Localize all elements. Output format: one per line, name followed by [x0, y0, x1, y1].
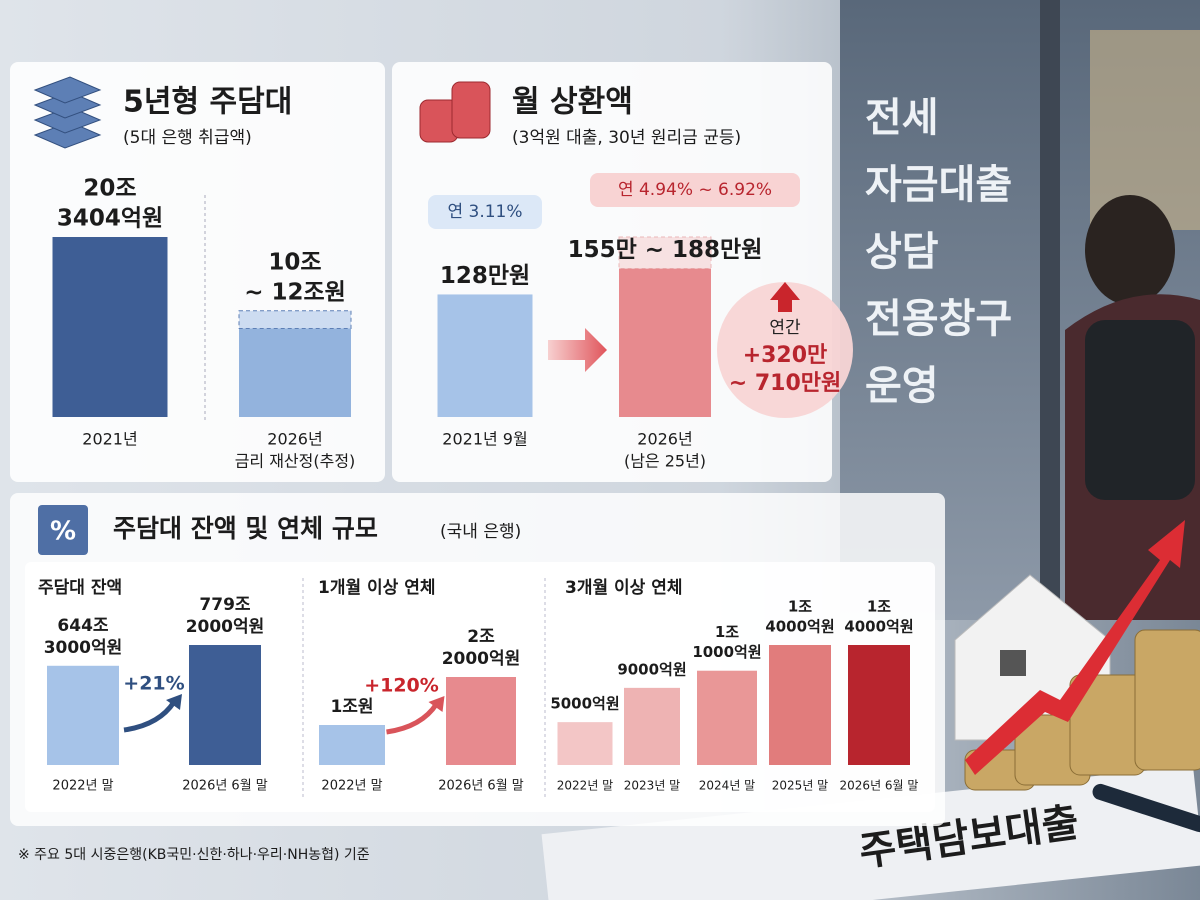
value-label: 1조	[788, 598, 812, 616]
x-tick-label: 금리 재산정(추정)	[235, 452, 356, 471]
backpack	[1085, 320, 1195, 500]
side-text: 전용창구	[865, 296, 1012, 342]
interior-light	[1090, 30, 1200, 230]
value-label: 20조	[83, 176, 136, 202]
x-tick-label: 2026년	[267, 430, 322, 449]
x-tick-label: 2026년	[637, 430, 692, 449]
value-label: 155만 ~ 188만원	[568, 237, 763, 263]
bar	[52, 237, 168, 417]
bar	[624, 687, 680, 765]
footnote: ※ 주요 5대 시중은행(KB국민·신한·하나·우리·NH농협) 기준	[18, 847, 370, 863]
percent-icon	[38, 505, 88, 555]
x-tick-label: 2024년 말	[699, 779, 755, 793]
change-label: +21%	[123, 673, 184, 695]
pen	[1092, 783, 1200, 833]
change-arrow	[386, 702, 439, 735]
value-label: 2조	[467, 627, 495, 647]
annotation: ~ 710만원	[729, 371, 842, 396]
chart-subtitle: (3억원 대출, 30년 원리금 균등)	[512, 128, 741, 148]
estimate-range	[618, 236, 712, 270]
change-arrow-head	[428, 696, 445, 712]
value-label: ~ 12조원	[244, 279, 346, 305]
chart-subtitle: (5대 은행 취급액)	[123, 128, 252, 148]
person-head	[1085, 195, 1175, 305]
value-label: 5000억원	[550, 695, 619, 713]
value-label: 1조	[715, 623, 739, 641]
x-tick-label: 2022년 말	[52, 779, 113, 794]
x-tick-label: 2023년 말	[624, 779, 680, 793]
section-title: 주담대 잔액 및 연체 규모	[113, 514, 378, 543]
change-label: +120%	[364, 675, 439, 697]
annotation: 연간	[769, 318, 801, 338]
x-tick-label: 2025년 말	[772, 779, 828, 793]
x-tick-label: 2021년 9월	[442, 430, 527, 449]
change-arrow	[123, 700, 177, 733]
value-label: 2000억원	[442, 649, 521, 669]
bar	[557, 722, 613, 765]
up-arrow	[770, 282, 800, 312]
estimate-range	[238, 310, 352, 330]
chart-title: 1개월 이상 연체	[318, 578, 436, 598]
section-subtitle: (국내 은행)	[440, 522, 521, 542]
bar	[47, 665, 119, 765]
side-text: 자금대출	[865, 162, 1012, 208]
value-label: 644조	[57, 616, 108, 636]
x-tick-label: (남은 25년)	[624, 452, 706, 471]
change-arrow-head	[166, 694, 182, 710]
rising-arrow	[965, 520, 1185, 775]
value-label: 1조	[867, 598, 891, 616]
value-label: 4000억원	[844, 618, 913, 636]
value-label: 9000억원	[617, 660, 686, 678]
side-text: 운영	[865, 363, 939, 409]
value-label: 4000억원	[765, 618, 834, 636]
rate-pill	[590, 173, 800, 207]
annotation: +320만	[743, 343, 828, 368]
rate-label: 연 4.94% ~ 6.92%	[618, 180, 772, 200]
chart-title: 월 상환액	[512, 85, 633, 120]
document	[541, 765, 1200, 900]
coins	[964, 629, 1200, 791]
stack-icon	[33, 76, 102, 149]
percent-symbol: %	[50, 517, 76, 547]
annotation-circle	[717, 282, 853, 418]
value-label: 1000억원	[692, 643, 761, 661]
x-tick-label: 2026년 6월 말	[840, 779, 919, 793]
bar	[446, 677, 516, 765]
side-text: 전세	[865, 95, 939, 141]
value-label: 128만원	[440, 263, 530, 289]
bar	[619, 268, 711, 417]
value-label: 10조	[268, 249, 321, 275]
side-text: 상담	[865, 229, 939, 275]
value-label: 779조	[199, 595, 250, 615]
trend-arrow	[548, 328, 607, 372]
value-label: 3000억원	[44, 638, 123, 658]
chart-title: 3개월 이상 연체	[565, 578, 683, 598]
house-window	[1000, 650, 1026, 676]
chart-title: 5년형 주담대	[123, 85, 292, 120]
chart-title: 주담대 잔액	[38, 578, 122, 598]
door-frame	[1040, 0, 1060, 600]
bar	[697, 670, 757, 765]
value-label: 1조원	[330, 697, 373, 717]
coin-icon	[419, 81, 491, 143]
x-tick-label: 2022년 말	[321, 779, 382, 794]
x-tick-label: 2026년 6월 말	[438, 779, 524, 794]
x-tick-label: 2026년 6월 말	[182, 779, 268, 794]
rate-label: 연 3.11%	[447, 202, 522, 222]
bar	[769, 645, 831, 765]
bar	[319, 725, 385, 765]
value-label: 3404억원	[57, 206, 163, 232]
bar	[848, 645, 910, 765]
bar	[239, 328, 351, 417]
bar	[189, 645, 261, 765]
x-tick-label: 2021년	[82, 430, 137, 449]
value-label: 2000억원	[186, 617, 265, 637]
x-tick-label: 2022년 말	[557, 779, 613, 793]
rate-pill	[428, 195, 542, 229]
bar	[437, 294, 533, 417]
